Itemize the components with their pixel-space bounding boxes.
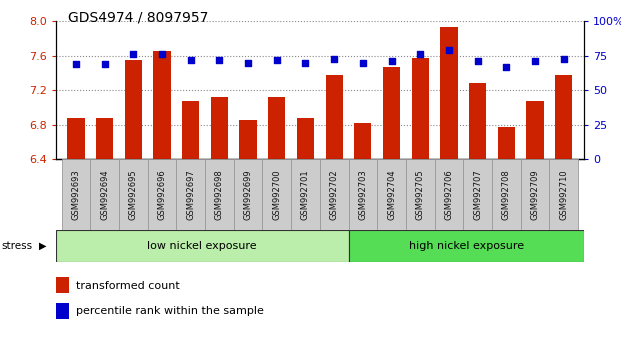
FancyBboxPatch shape [90, 159, 119, 230]
Text: percentile rank within the sample: percentile rank within the sample [76, 306, 264, 316]
Text: GSM992694: GSM992694 [100, 169, 109, 220]
Text: GSM992698: GSM992698 [215, 169, 224, 220]
Text: GSM992700: GSM992700 [272, 169, 281, 220]
FancyBboxPatch shape [320, 159, 348, 230]
Text: GSM992708: GSM992708 [502, 169, 511, 220]
Text: GSM992702: GSM992702 [330, 169, 338, 220]
Text: GSM992701: GSM992701 [301, 169, 310, 220]
Bar [297, 118, 314, 159]
Point [473, 58, 483, 64]
FancyBboxPatch shape [205, 159, 233, 230]
Bar [96, 118, 113, 159]
Bar [555, 75, 573, 159]
Text: GSM992709: GSM992709 [530, 169, 540, 220]
FancyBboxPatch shape [492, 159, 520, 230]
Bar [125, 60, 142, 159]
Bar [240, 120, 256, 159]
Point [214, 57, 224, 63]
Point [329, 56, 339, 61]
Text: stress: stress [1, 241, 32, 251]
FancyBboxPatch shape [233, 159, 263, 230]
Bar [527, 101, 543, 159]
Bar [153, 51, 171, 159]
Text: GSM992710: GSM992710 [559, 169, 568, 220]
Bar [268, 97, 286, 159]
Bar [440, 27, 458, 159]
FancyBboxPatch shape [348, 159, 377, 230]
FancyBboxPatch shape [176, 159, 205, 230]
Bar [348, 230, 584, 262]
Point [243, 60, 253, 65]
Bar [412, 58, 429, 159]
Text: GSM992706: GSM992706 [445, 169, 453, 220]
Point [71, 61, 81, 67]
Point [157, 52, 167, 57]
FancyBboxPatch shape [148, 159, 176, 230]
FancyBboxPatch shape [463, 159, 492, 230]
Text: high nickel exposure: high nickel exposure [409, 241, 524, 251]
Bar [67, 118, 84, 159]
FancyBboxPatch shape [520, 159, 550, 230]
Text: GSM992704: GSM992704 [387, 169, 396, 220]
FancyBboxPatch shape [406, 159, 435, 230]
Text: GSM992695: GSM992695 [129, 169, 138, 220]
Point [501, 64, 511, 70]
Point [415, 52, 425, 57]
Text: GSM992703: GSM992703 [358, 169, 368, 220]
Bar [354, 123, 371, 159]
Bar [469, 83, 486, 159]
Text: GSM992699: GSM992699 [243, 169, 253, 220]
Bar [56, 230, 348, 262]
FancyBboxPatch shape [377, 159, 406, 230]
Text: GSM992697: GSM992697 [186, 169, 195, 220]
Point [186, 57, 196, 63]
Point [530, 58, 540, 64]
Bar [182, 101, 199, 159]
Point [272, 57, 282, 63]
Point [100, 61, 110, 67]
FancyBboxPatch shape [435, 159, 463, 230]
FancyBboxPatch shape [550, 159, 578, 230]
Point [444, 47, 454, 53]
Point [386, 58, 396, 64]
Bar [56, 303, 69, 319]
Point [559, 56, 569, 61]
Point [301, 60, 310, 65]
Text: transformed count: transformed count [76, 281, 179, 291]
Text: ▶: ▶ [39, 241, 46, 251]
Bar [383, 67, 400, 159]
FancyBboxPatch shape [119, 159, 148, 230]
Point [129, 52, 138, 57]
Text: GSM992696: GSM992696 [158, 169, 166, 220]
FancyBboxPatch shape [61, 159, 90, 230]
Bar [497, 126, 515, 159]
Text: GSM992693: GSM992693 [71, 169, 81, 220]
Point [358, 60, 368, 65]
Text: low nickel exposure: low nickel exposure [147, 241, 257, 251]
Bar [211, 97, 228, 159]
Bar [56, 277, 69, 293]
Bar [325, 75, 343, 159]
FancyBboxPatch shape [263, 159, 291, 230]
Text: GDS4974 / 8097957: GDS4974 / 8097957 [68, 11, 209, 25]
Text: GSM992707: GSM992707 [473, 169, 482, 220]
FancyBboxPatch shape [291, 159, 320, 230]
Text: GSM992705: GSM992705 [415, 169, 425, 220]
